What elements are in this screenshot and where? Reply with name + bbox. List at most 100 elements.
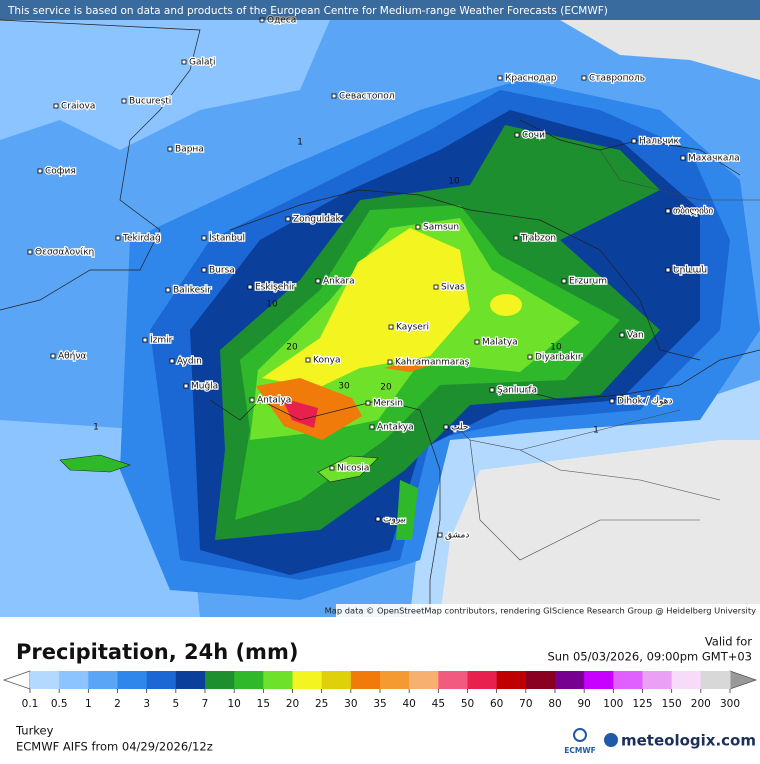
contour-label: 20 <box>380 383 392 393</box>
city-marker <box>437 532 443 538</box>
colorbar-swatch <box>467 671 498 689</box>
city-marker <box>27 249 33 255</box>
field <box>262 228 470 388</box>
city-marker <box>53 103 59 109</box>
city-marker <box>680 155 686 161</box>
colorbar-swatch <box>525 671 556 689</box>
colorbar-swatch <box>496 671 527 689</box>
place-label: София <box>45 167 76 177</box>
city-marker <box>388 324 394 330</box>
colorbar-tick-label: 200 <box>691 698 711 710</box>
city-marker <box>514 132 520 138</box>
field <box>396 480 418 540</box>
place-label: Trabzon <box>520 234 556 244</box>
city-marker <box>169 358 175 364</box>
place-label: Dihok / دهوك <box>617 397 672 407</box>
colorbar: 0.1 0.5 1 2 3 5 7 10 15 20 25 30 35 40 45 50 60 70 80 90 100… <box>2 670 758 710</box>
contour-label: 10 <box>266 300 278 310</box>
city-marker <box>249 397 255 403</box>
border <box>454 149 760 561</box>
place-label: Diyarbakır <box>535 353 582 363</box>
place-label: Ankara <box>323 277 355 287</box>
place-label: Αθήνα <box>58 352 86 362</box>
city-marker <box>619 332 625 338</box>
attribution-bg <box>336 604 760 617</box>
city-marker <box>631 138 637 144</box>
place-label: Craiova <box>61 102 95 112</box>
coastline <box>0 19 760 617</box>
contour-label: 1 <box>93 423 99 433</box>
city-marker <box>50 353 56 359</box>
city-marker <box>581 75 587 81</box>
city-marker <box>305 357 311 363</box>
place-label: Севастопол <box>339 92 394 102</box>
city-marker <box>665 208 671 214</box>
contour-label: 10 <box>448 177 460 187</box>
city-marker <box>369 424 375 430</box>
city-marker <box>121 98 127 104</box>
colorbar-tick-label: 90 <box>577 698 590 710</box>
city-marker <box>167 146 173 152</box>
place-label: Kayseri <box>396 323 429 333</box>
colorbar-swatch <box>234 671 264 689</box>
colorbar-tick-label: 20 <box>286 698 299 710</box>
city-marker <box>474 339 480 345</box>
city-marker <box>527 354 533 360</box>
ecmwf-logo: ECMWF <box>564 746 596 755</box>
place-label: Երևան <box>673 266 707 276</box>
city-marker <box>259 17 265 23</box>
city-marker <box>285 216 291 222</box>
ecmwf-icon <box>573 728 587 742</box>
field <box>0 20 330 150</box>
colorbar-tick-label: 125 <box>632 698 652 710</box>
colorbar-swatch <box>146 671 177 689</box>
colorbar-swatch <box>205 671 235 689</box>
colorbar-tick-label: 50 <box>461 698 474 710</box>
place-label: Antalya <box>257 396 291 406</box>
colorbar-tick-label: 0.1 <box>22 698 39 710</box>
city-marker <box>433 284 439 290</box>
colorbar-tick-label: 150 <box>662 698 682 710</box>
legend-title: Precipitation, 24h (mm) <box>16 640 298 664</box>
colorbar-tick-label: 5 <box>172 698 179 710</box>
place-label: Galați <box>189 58 216 68</box>
colorbar-tick-label: 7 <box>202 698 209 710</box>
place-label: București <box>129 97 171 107</box>
brand: meteologix.com <box>621 732 756 750</box>
colorbar-tick-label: 2 <box>114 698 121 710</box>
colorbar-swatch <box>409 671 439 689</box>
place-label: Nicosia <box>337 464 369 474</box>
colorbar-swatch <box>700 671 731 689</box>
brand-icon <box>604 733 618 747</box>
colorbar-swatch <box>584 671 614 689</box>
place-label: Махачкала <box>688 154 740 164</box>
colorbar-swatch <box>175 671 206 689</box>
island <box>317 455 379 483</box>
colorbar-tick-label: 10 <box>227 698 240 710</box>
city-marker <box>489 387 495 393</box>
field <box>384 358 440 372</box>
field <box>282 398 318 428</box>
place-label: بيروت <box>383 515 406 525</box>
place-label: Краснодар <box>505 74 557 84</box>
colorbar-swatch <box>292 671 323 689</box>
place-label: Samsun <box>423 223 459 233</box>
places: Одеса Galați Craiova București Севастопол Кра… <box>27 14 741 542</box>
contour-labels: 1 10 10 20 30 20 10 1 1 <box>93 138 599 436</box>
field <box>560 20 760 80</box>
colorbar-swatch <box>59 671 89 689</box>
colorbar-swatch <box>642 671 673 689</box>
colorbar-tick-label: 45 <box>432 698 445 710</box>
colorbar-swatch <box>321 671 352 689</box>
city-marker <box>201 235 207 241</box>
colorbar-tick-label: 1 <box>85 698 92 710</box>
place-label: Erzurum <box>569 277 607 287</box>
place-label: Kahramanmaraş <box>395 358 470 368</box>
colorbar-tick-label: 35 <box>373 698 386 710</box>
contour-label: 20 <box>286 343 298 353</box>
place-label: Сочи <box>522 131 545 141</box>
notice-bar <box>0 0 760 20</box>
city-marker <box>165 287 171 293</box>
place-label: Нальчик <box>639 137 680 147</box>
